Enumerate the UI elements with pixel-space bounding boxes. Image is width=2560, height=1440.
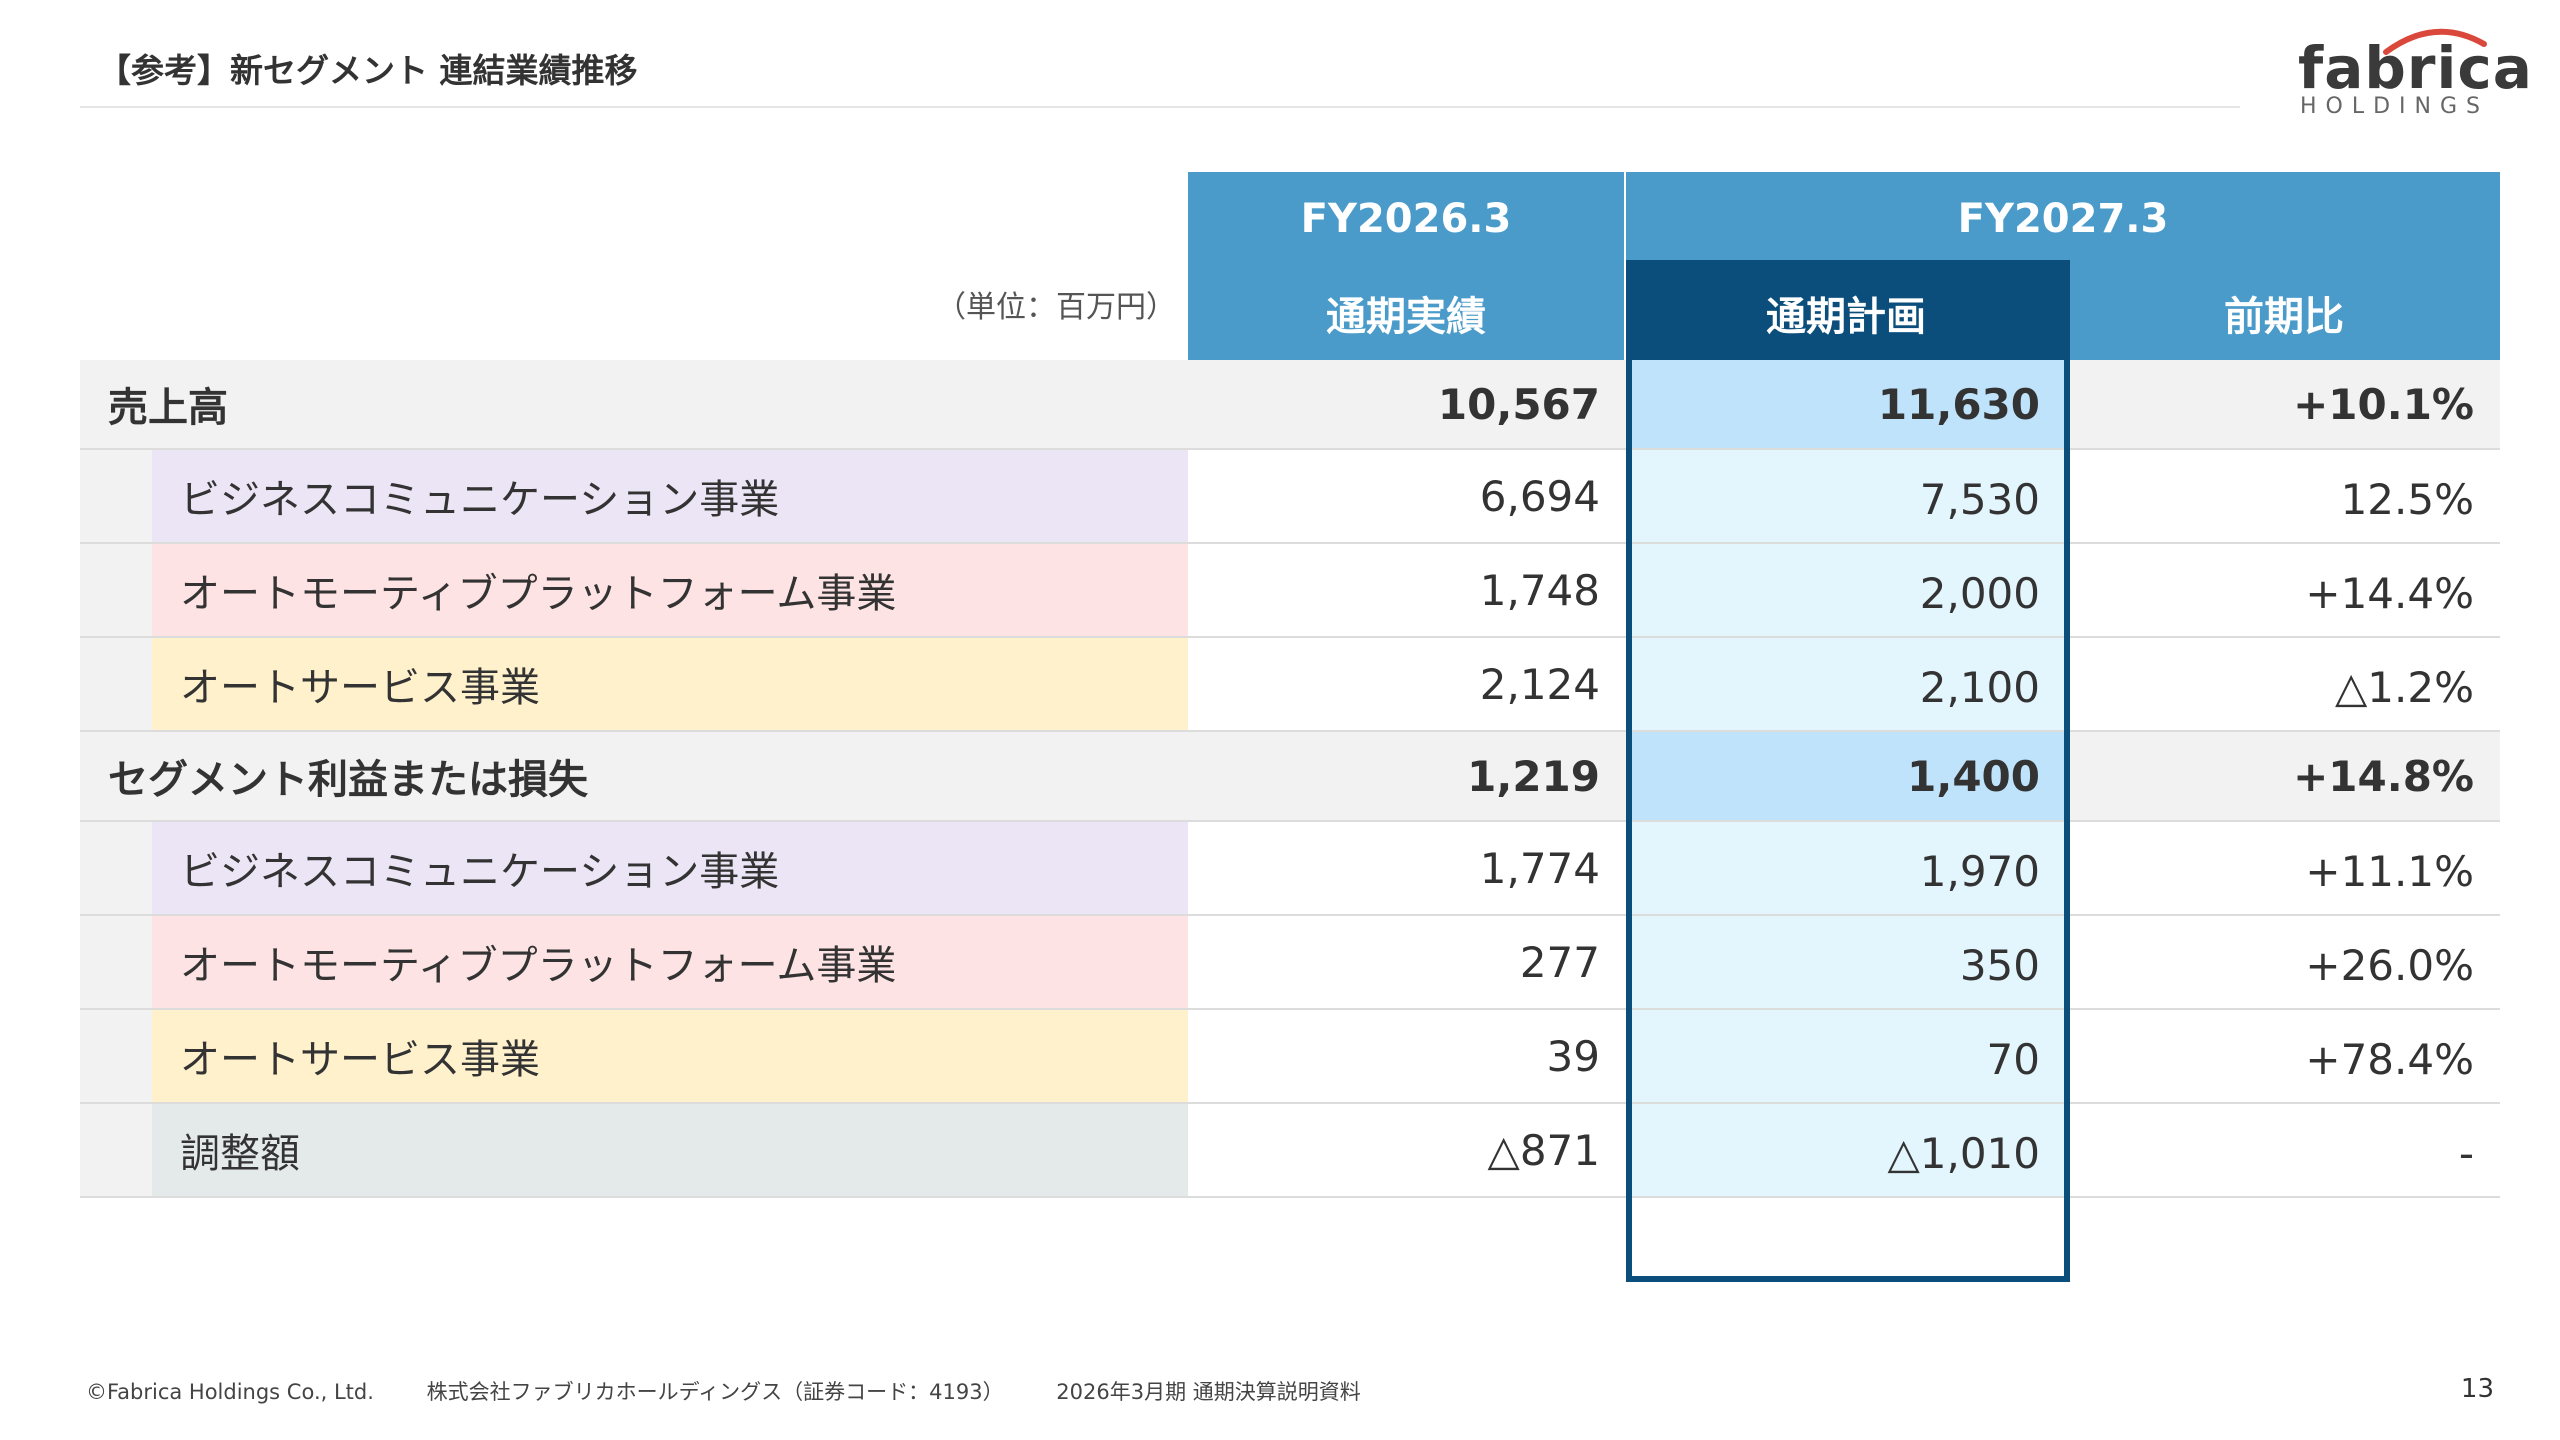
title-divider [80, 106, 2240, 108]
table-row: 調整額 △871 △1,010- [80, 1104, 2500, 1198]
header-plan: 通期計画 [1626, 266, 2066, 360]
table-row: ビジネスコミュニケーション事業 6,694 7,530 12.5% [80, 450, 2500, 544]
value-fy2027-plan: 11,630 [1626, 360, 2066, 448]
row-label: セグメント利益または損失 [80, 732, 1188, 820]
value-fy2026-actual: 10,567 [1188, 360, 1626, 448]
header-actual: 通期実績 [1188, 266, 1624, 360]
company-logo: fabrica HOLDINGS [2290, 22, 2532, 122]
header-fy2027: FY2027.3 [1626, 172, 2500, 266]
value-yoy: +11.1% [2066, 822, 2500, 914]
value-fy2027-plan: 1,970 [1626, 822, 2066, 914]
value-fy2026-actual: 6,694 [1188, 450, 1626, 542]
header-yoy-label: 前期比 [2224, 294, 2344, 340]
value-fy2027-plan: 1,400 [1626, 732, 2066, 820]
header-actual-label: 通期実績 [1326, 294, 1486, 340]
value-yoy: +14.4% [2066, 544, 2500, 636]
table-row: オートサービス事業 2,124 2,100 △1.2% [80, 638, 2500, 732]
value-fy2027-plan: 2,000 [1626, 544, 2066, 636]
logo-wordmark: fabrica [2298, 34, 2533, 102]
value-fy2027-plan: 70 [1626, 1010, 2066, 1102]
row-label: オートサービス事業 [152, 1010, 1188, 1102]
table-row: オートサービス事業 39 70 +78.4% [80, 1010, 2500, 1104]
row-indent [80, 638, 152, 730]
row-label: 売上高 [80, 360, 1188, 448]
logo-subtitle: HOLDINGS [2300, 94, 2490, 119]
header-plan-label: 通期計画 [1766, 294, 1926, 340]
footer-copyright: ©Fabrica Holdings Co., Ltd. [86, 1380, 374, 1404]
header-fy2026: FY2026.3 [1188, 172, 1624, 266]
row-indent [80, 1010, 152, 1102]
value-yoy: +10.1% [2066, 360, 2500, 448]
value-yoy: +14.8% [2066, 732, 2500, 820]
table-row: オートモーティブプラットフォーム事業 1,748 2,000 +14.4% [80, 544, 2500, 638]
value-fy2026-actual: 1,219 [1188, 732, 1626, 820]
table-row-total: 売上高 10,567 11,630 +10.1% [80, 360, 2500, 450]
value-yoy: 12.5% [2066, 450, 2500, 542]
row-label: オートモーティブプラットフォーム事業 [152, 916, 1188, 1008]
row-label: ビジネスコミュニケーション事業 [152, 822, 1188, 914]
row-indent [80, 916, 152, 1008]
value-fy2026-actual: △871 [1188, 1104, 1626, 1196]
value-fy2026-actual: 1,774 [1188, 822, 1626, 914]
value-yoy: +78.4% [2066, 1010, 2500, 1102]
row-indent [80, 450, 152, 542]
page-number: 13 [2460, 1374, 2494, 1404]
unit-label: （単位：百万円） [936, 290, 1176, 325]
header-yoy: 前期比 [2068, 266, 2500, 360]
row-label: 調整額 [152, 1104, 1188, 1196]
value-fy2026-actual: 2,124 [1188, 638, 1626, 730]
row-indent [80, 1104, 152, 1196]
row-label: ビジネスコミュニケーション事業 [152, 450, 1188, 542]
value-fy2027-plan: △1,010 [1626, 1104, 2066, 1196]
table-row: オートモーティブプラットフォーム事業 277 350 +26.0% [80, 916, 2500, 1010]
value-yoy: △1.2% [2066, 638, 2500, 730]
value-fy2027-plan: 7,530 [1626, 450, 2066, 542]
logo-arc-icon [2383, 28, 2487, 55]
table-row-total: セグメント利益または損失 1,219 1,400 +14.8% [80, 732, 2500, 822]
row-label: オートモーティブプラットフォーム事業 [152, 544, 1188, 636]
value-fy2026-actual: 39 [1188, 1010, 1626, 1102]
value-yoy: - [2066, 1104, 2500, 1196]
value-fy2026-actual: 277 [1188, 916, 1626, 1008]
footer-company: 株式会社ファブリカホールディングス（証券コード：4193） [426, 1380, 1004, 1404]
header-fy2026-label: FY2026.3 [1300, 196, 1512, 242]
table-row: ビジネスコミュニケーション事業 1,774 1,970 +11.1% [80, 822, 2500, 916]
header-fy2027-label: FY2027.3 [1957, 196, 2169, 242]
row-indent [80, 544, 152, 636]
footer: ©Fabrica Holdings Co., Ltd. 株式会社ファブリカホール… [86, 1376, 1407, 1406]
page-title: 【参考】新セグメント 連結業績推移 [98, 51, 638, 90]
footer-document: 2026年3月期 通期決算説明資料 [1056, 1380, 1361, 1404]
value-fy2027-plan: 350 [1626, 916, 2066, 1008]
value-yoy: +26.0% [2066, 916, 2500, 1008]
row-indent [80, 822, 152, 914]
value-fy2027-plan: 2,100 [1626, 638, 2066, 730]
row-label: オートサービス事業 [152, 638, 1188, 730]
value-fy2026-actual: 1,748 [1188, 544, 1626, 636]
